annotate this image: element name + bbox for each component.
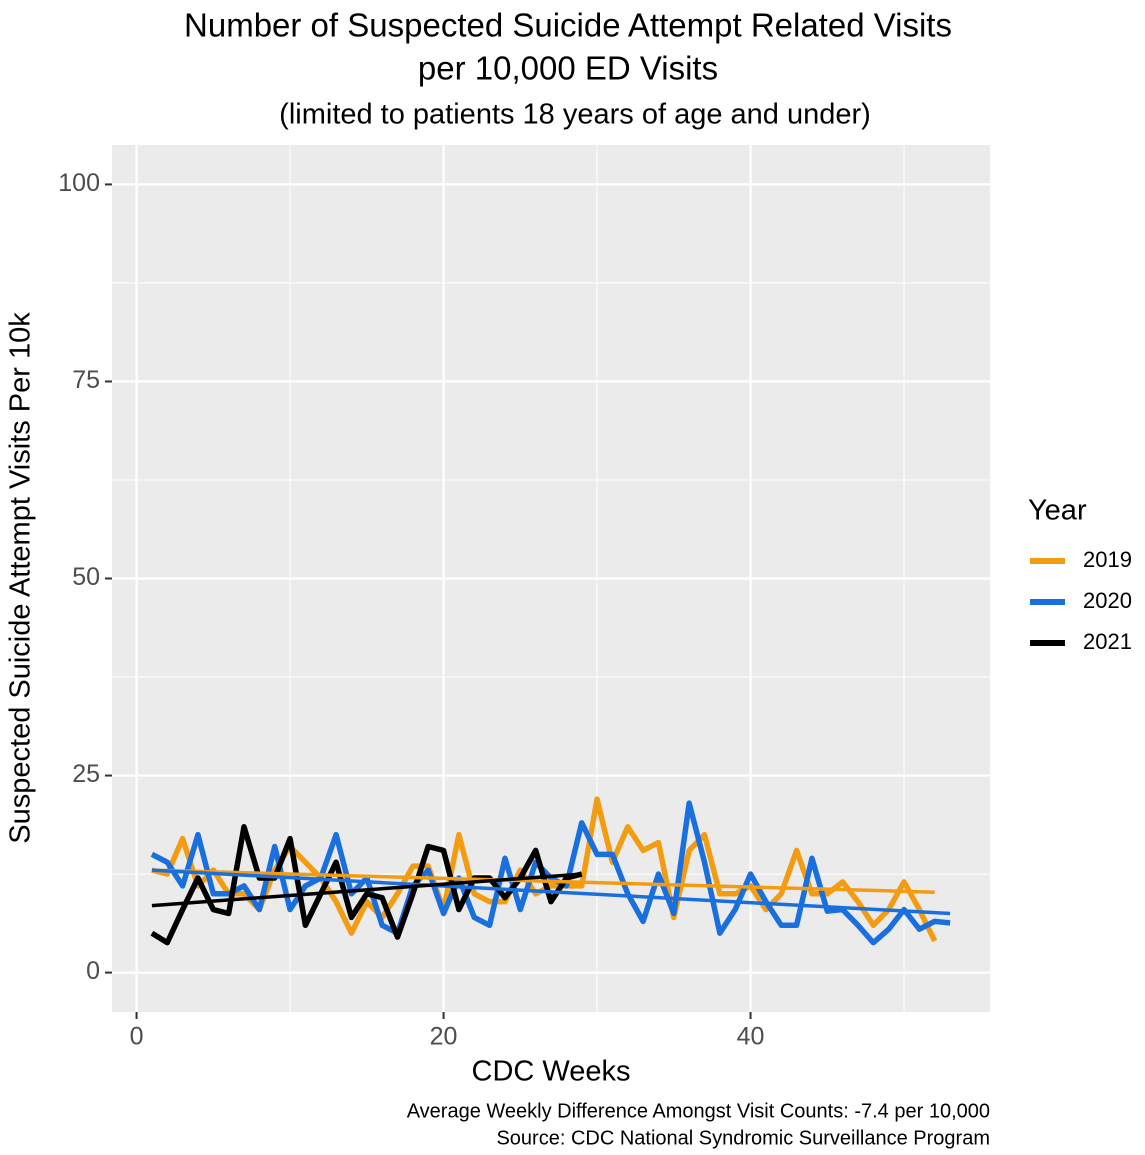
x-tick-label: 0 [130,1023,144,1051]
chart-subtitle: (limited to patients 18 years of age and… [279,99,871,131]
x-axis-title: CDC Weeks [472,1056,631,1088]
caption: Source: CDC National Syndromic Surveilla… [496,1127,990,1149]
legend-label: 2019 [1083,547,1132,572]
x-tick-label: 20 [430,1023,458,1051]
trend-line [151,868,935,894]
chart-title: per 10,000 ED Visits [418,50,718,87]
y-tick-label: 50 [72,563,100,591]
y-tick-label: 0 [86,957,100,985]
trend-line [151,868,951,916]
legend-label: 2020 [1083,588,1132,613]
y-axis-title: Suspected Suicide Attempt Visits Per 10k [5,312,37,844]
x-tick-label: 40 [737,1023,765,1051]
y-tick-label: 25 [72,760,100,788]
legend-title: Year [1028,495,1087,527]
chart-title: Number of Suspected Suicide Attempt Rela… [184,7,952,44]
trend-line [151,872,582,908]
legend-label: 2021 [1083,629,1132,654]
y-tick-label: 100 [58,169,100,197]
caption: Average Weekly Difference Amongst Visit … [407,1100,990,1122]
y-tick-label: 75 [72,366,100,394]
